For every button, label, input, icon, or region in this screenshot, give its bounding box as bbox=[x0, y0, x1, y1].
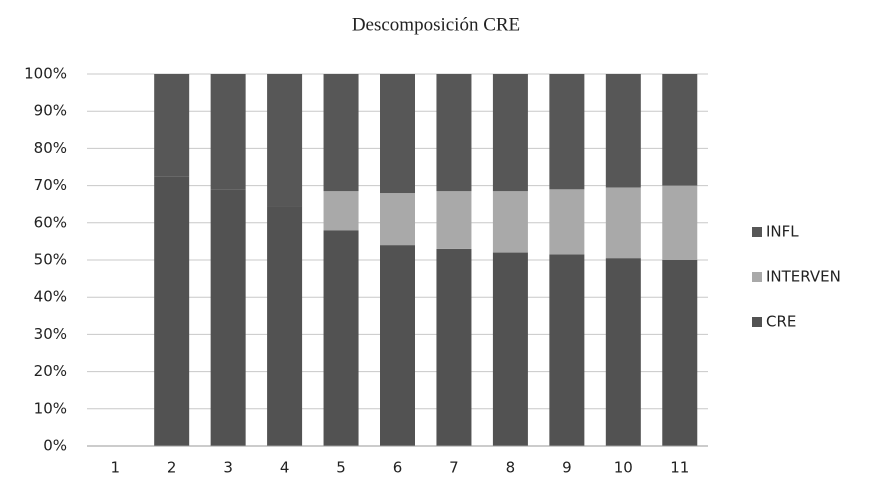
legend-swatch bbox=[752, 227, 762, 237]
x-tick-label: 4 bbox=[280, 459, 290, 477]
bar-segment bbox=[662, 185, 698, 260]
legend-swatch bbox=[752, 317, 762, 327]
x-tick-label: 8 bbox=[506, 459, 516, 477]
x-tick-label: 5 bbox=[336, 459, 346, 477]
y-tick-label: 0% bbox=[43, 437, 67, 455]
bar-segment bbox=[154, 176, 190, 447]
x-tick-label: 9 bbox=[562, 459, 572, 477]
bar-segment bbox=[323, 230, 359, 446]
x-tick-label: 10 bbox=[614, 459, 633, 477]
bar-segment bbox=[662, 260, 698, 446]
bar-segment bbox=[154, 74, 190, 177]
x-tick-label: 2 bbox=[167, 459, 177, 477]
bar-segment bbox=[662, 74, 698, 186]
y-tick-label: 100% bbox=[24, 65, 67, 83]
bar-segment bbox=[379, 74, 416, 194]
bar-segment bbox=[605, 74, 641, 188]
x-tick-label: 6 bbox=[393, 459, 403, 477]
y-tick-label: 40% bbox=[34, 288, 67, 306]
bar-segment bbox=[492, 252, 528, 446]
bar-segment bbox=[267, 74, 303, 207]
x-tick-label: 1 bbox=[110, 459, 120, 477]
bar-segment bbox=[605, 187, 641, 259]
legend-label: INTERVEN bbox=[766, 268, 841, 286]
y-tick-label: 10% bbox=[34, 399, 67, 417]
bar-segment bbox=[379, 245, 416, 446]
y-tick-label: 20% bbox=[34, 362, 67, 380]
y-tick-label: 80% bbox=[34, 139, 67, 157]
y-tick-label: 90% bbox=[34, 102, 67, 120]
bar-segment bbox=[492, 74, 528, 192]
legend-label: INFL bbox=[766, 223, 799, 241]
x-tick-label: 7 bbox=[449, 459, 459, 477]
y-tick-label: 30% bbox=[34, 325, 67, 343]
y-tick-label: 70% bbox=[34, 176, 67, 194]
bar-segment bbox=[379, 193, 416, 246]
bar-segment bbox=[323, 74, 359, 192]
bar-segment bbox=[436, 74, 472, 192]
bar-segment bbox=[210, 189, 246, 446]
bar-segment bbox=[267, 206, 303, 446]
legend-label: CRE bbox=[766, 313, 796, 331]
bar-segment bbox=[549, 189, 585, 255]
bar-segment bbox=[492, 191, 528, 253]
bar-segment bbox=[436, 191, 472, 249]
y-tick-label: 60% bbox=[34, 213, 67, 231]
chart-title: Descomposición CRE bbox=[352, 14, 520, 35]
bar-segment bbox=[549, 254, 585, 446]
bar-segment bbox=[436, 248, 472, 446]
bar-segment bbox=[605, 258, 641, 446]
bar-segment bbox=[549, 74, 585, 190]
bar-segment bbox=[323, 191, 359, 231]
legend-swatch bbox=[752, 272, 762, 282]
x-tick-label: 3 bbox=[223, 459, 233, 477]
y-tick-label: 50% bbox=[34, 251, 67, 269]
x-tick-label: 11 bbox=[670, 459, 689, 477]
bar-segment bbox=[210, 74, 246, 190]
